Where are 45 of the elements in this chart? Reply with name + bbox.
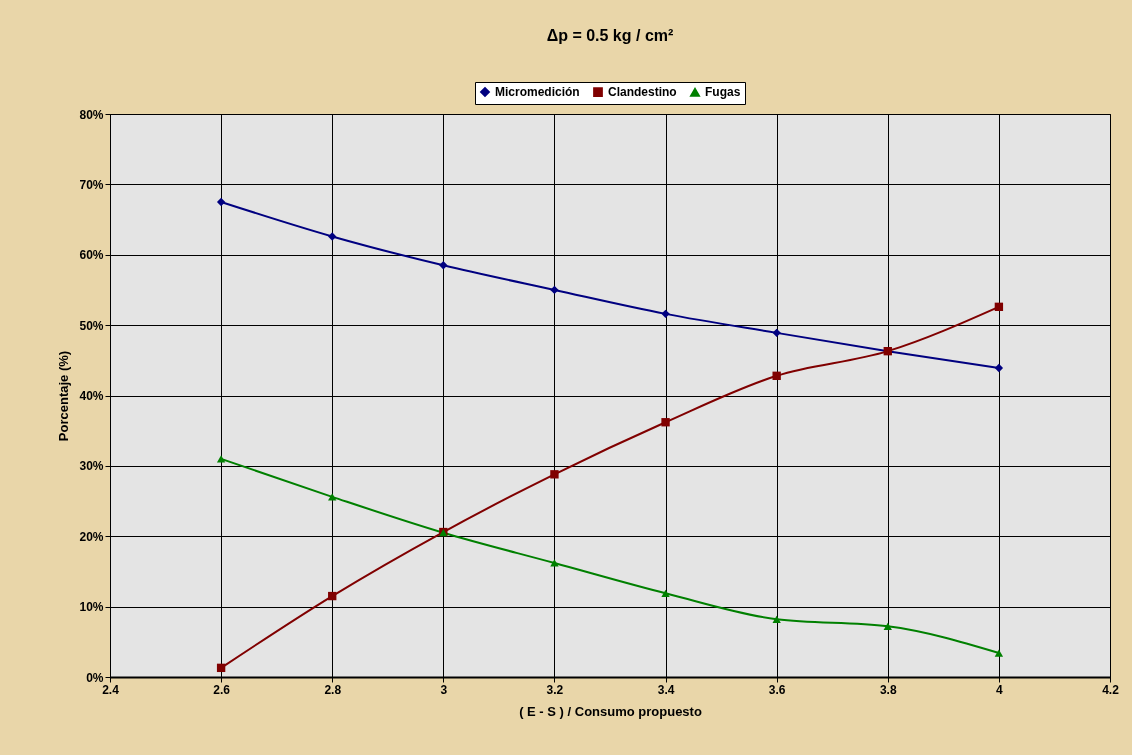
y-tick-label: 10% (79, 600, 104, 615)
x-tick-label: 2.6 (213, 682, 231, 697)
y-tick-label: 40% (79, 389, 104, 403)
point (994, 302, 1004, 312)
y-tick-label: 20% (79, 529, 104, 544)
x-tick-label: 3.8 (879, 682, 897, 697)
legend-label: Clandestino (608, 85, 677, 100)
y-tick-label: 50% (79, 318, 104, 333)
point (328, 493, 337, 501)
point (328, 591, 337, 601)
y-tick-label: 30% (79, 459, 104, 474)
y-axis-title: Porcentaje (%) (56, 350, 72, 442)
y-tick-label: 70% (79, 177, 104, 192)
x-tick-label: 3 (440, 682, 448, 697)
point (550, 470, 559, 479)
x-tick-label: 4 (996, 682, 1004, 697)
point (328, 232, 337, 241)
point (994, 363, 1004, 373)
point (883, 622, 892, 630)
point (216, 197, 226, 207)
point (439, 261, 448, 270)
point (550, 559, 559, 567)
y-tick-label: 60% (79, 248, 104, 263)
point (216, 663, 226, 673)
x-tick-label: 3.2 (546, 682, 564, 697)
point (661, 589, 670, 597)
point (661, 309, 670, 319)
point (216, 455, 226, 463)
legend-label: Fugas (705, 85, 741, 100)
y-tick-label: 0% (86, 670, 104, 685)
x-tick-label: 2.8 (324, 682, 342, 697)
point (772, 328, 781, 338)
x-tick-label: 3.4 (657, 682, 675, 697)
x-tick-label: 4.2 (1102, 682, 1120, 697)
chart-title: Δp = 0.5 kg / cm² (546, 26, 674, 44)
legend-label: Micromedición (495, 85, 580, 100)
point (772, 371, 781, 380)
x-tick-label: 3.6 (768, 682, 786, 697)
point (772, 615, 781, 623)
x-axis-title: ( E - S ) / Consumo propuesto (519, 703, 702, 719)
x-tick-label: 2.4 (102, 682, 120, 697)
point (661, 418, 670, 427)
point (994, 649, 1004, 657)
point (550, 285, 559, 295)
y-tick-label: 80% (79, 107, 104, 122)
